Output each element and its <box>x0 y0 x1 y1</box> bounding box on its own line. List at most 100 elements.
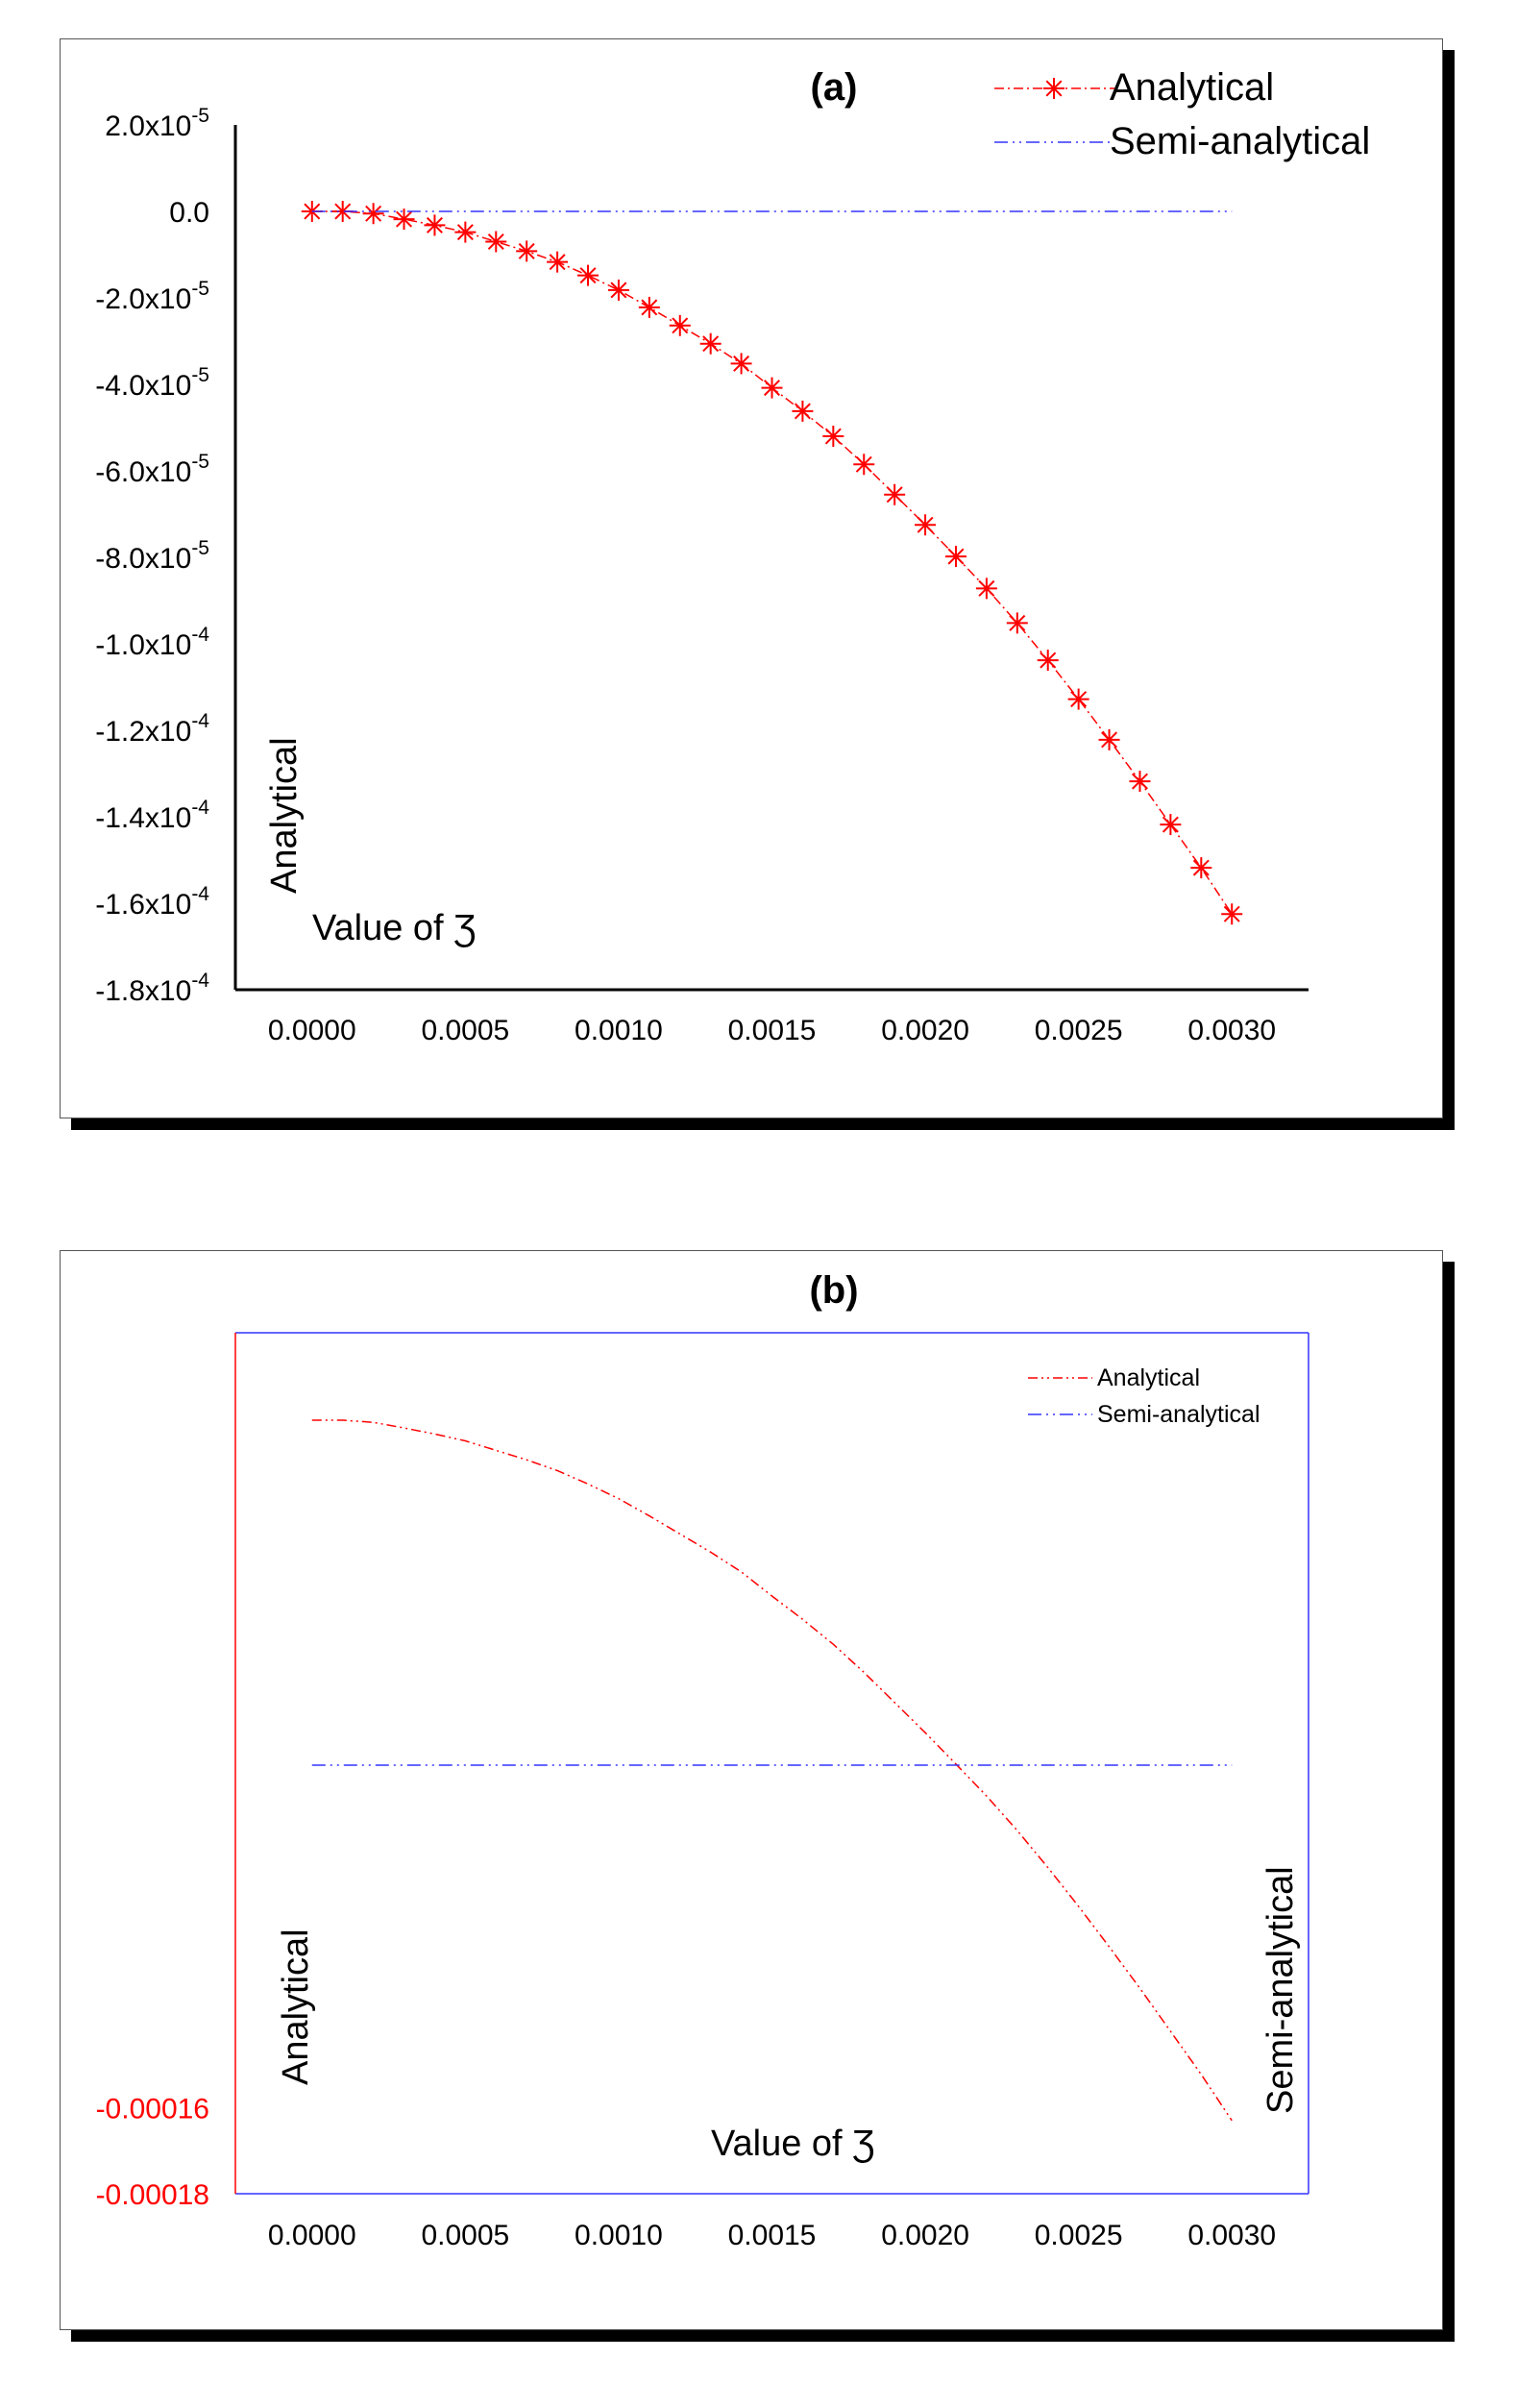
chart-a-legend-analytical-marker-stroke <box>1045 80 1063 97</box>
chart-a-analytical-point-stroke <box>1223 905 1240 922</box>
chart-a-analytical-point <box>975 577 997 600</box>
chart-a-analytical-point-stroke <box>334 203 352 220</box>
chart-a-analytical-point <box>516 240 538 262</box>
chart-a-analytical-point <box>577 264 599 286</box>
chart-a-analytical-point <box>1006 612 1028 634</box>
chart-b-panel-label: (b) <box>809 1269 858 1312</box>
chart-a-y-tick-label: -8.0x10-5 <box>95 537 209 575</box>
chart-a-x-tick-label: 0.0030 <box>1187 1015 1276 1046</box>
chart-a-y-tick-label: -6.0x10-5 <box>95 451 209 488</box>
chart-a-analytical-point <box>607 279 629 301</box>
chart-a-y-tick-label: 0.0 <box>169 197 209 229</box>
chart-a-analytical-point-stroke <box>1162 816 1179 833</box>
chart-a-x-tick-label: 0.0015 <box>728 1015 817 1046</box>
chart-b-y-right-axis-title: Semi-analytical <box>1260 1866 1301 2114</box>
chart-a-panel-label: (a) <box>811 66 858 109</box>
chart-a-analytical-point <box>730 353 752 375</box>
chart-a: 2.0x10-5 0.0 -2.0x10-5 -4.0x10-5 -6.0x10-5 -8… <box>95 66 1370 1046</box>
chart-a-analytical-point-stroke <box>733 355 750 372</box>
chart-a-analytical-point <box>1098 728 1120 750</box>
chart-a-analytical-point-stroke <box>1192 859 1210 876</box>
chart-a-legend-semi-analytical-label: Semi-analytical <box>1110 120 1370 162</box>
chart-a-x-tick-label: 0.0005 <box>421 1015 509 1046</box>
chart-a-analytical-point <box>424 214 446 236</box>
chart-a-x-tick-label: 0.0000 <box>268 1015 356 1046</box>
chart-a-analytical-point-stroke <box>610 282 627 299</box>
chart-a-y-tick-label: -2.0x10-5 <box>95 278 209 315</box>
chart-a-analytical-point-stroke <box>1009 614 1026 631</box>
panel-a <box>60 38 1443 1118</box>
chart-b-x-tick-label: 0.0010 <box>575 2220 663 2251</box>
chart-a-analytical-point <box>822 426 844 447</box>
chart-a-series-analytical-line <box>311 210 1233 915</box>
chart-a-y-tick-label: -1.4x10-4 <box>95 797 209 834</box>
chart-b-x-tick-label: 0.0025 <box>1035 2220 1123 2251</box>
chart-a-analytical-point-stroke <box>365 205 382 222</box>
chart-a-analytical-point <box>638 296 660 318</box>
chart-a-analytical-point <box>884 483 906 505</box>
chart-a-analytical-point <box>792 400 814 422</box>
chart-a-analytical-point-stroke <box>456 224 474 241</box>
chart-a-analytical-point-stroke <box>824 428 842 445</box>
chart-a-analytical-point-stroke <box>579 267 597 284</box>
chart-a-analytical-point-stroke <box>794 403 811 420</box>
chart-a-y-axis-title: Analytical <box>264 737 305 894</box>
chart-a-analytical-point <box>1221 903 1243 925</box>
chart-b-x-tick-label: 0.0015 <box>728 2220 817 2251</box>
chart-b-x-tick-label: 0.0020 <box>881 2220 969 2251</box>
chart-b-legend-semi-analytical-label: Semi-analytical <box>1097 1401 1260 1428</box>
chart-a-x-tick-label: 0.0020 <box>881 1015 969 1046</box>
chart-b-x-tick-label: 0.0000 <box>268 2220 356 2251</box>
chart-a-analytical-point-stroke <box>1070 691 1088 708</box>
chart-a-legend-analytical-marker <box>1043 78 1064 99</box>
chart-a-analytical-point-stroke <box>855 455 872 473</box>
chart-a-analytical-point <box>1037 650 1059 672</box>
chart-a-analytical-point <box>915 514 937 536</box>
chart-a-analytical-point-stroke <box>764 380 780 397</box>
chart-a-y-tick-label: -1.0x10-4 <box>95 624 209 661</box>
chart-a-x-axis-title: Value of Ʒ <box>312 908 476 948</box>
chart-a-analytical-point <box>547 251 569 273</box>
chart-a-analytical-point <box>454 221 477 243</box>
chart-a-analytical-point <box>1190 857 1212 879</box>
chart-a-analytical-point-stroke <box>641 299 658 316</box>
chart-b-x-axis-title: Value of Ʒ <box>711 2124 874 2164</box>
chart-b-x-tick-label: 0.0030 <box>1187 2220 1276 2251</box>
chart-a-analytical-point-stroke <box>549 254 566 271</box>
chart-a-analytical-point-stroke <box>978 579 995 597</box>
chart-a-analytical-point-stroke <box>487 233 504 250</box>
chart-a-x-tick-label: 0.0010 <box>575 1015 663 1046</box>
chart-a-analytical-point-stroke <box>1131 773 1148 790</box>
chart-a-analytical-point <box>761 377 783 399</box>
chart-a-analytical-point <box>362 203 384 225</box>
chart-a-analytical-point <box>1067 688 1089 710</box>
chart-a-analytical-point-stroke <box>702 335 720 353</box>
chart-a-y-tick-label: -4.0x10-5 <box>95 364 209 402</box>
chart-a-y-tick-label: -1.8x10-4 <box>95 970 209 1007</box>
chart-a-x-tick-label: 0.0025 <box>1035 1015 1123 1046</box>
chart-b-legend-analytical-label: Analytical <box>1097 1364 1200 1391</box>
chart-a-analytical-point <box>944 546 966 568</box>
chart-b-y-tick-label: -0.00016 <box>96 2093 209 2125</box>
chart-a-analytical-point-stroke <box>1101 731 1118 749</box>
chart-a-analytical-point-stroke <box>426 216 443 233</box>
chart-b-y-tick-label: -0.00018 <box>96 2179 209 2211</box>
chart-a-analytical-point-stroke <box>917 516 934 533</box>
chart-a-y-tick-label: -1.6x10-4 <box>95 883 209 921</box>
chart-a-analytical-point <box>1160 814 1182 836</box>
chart-a-analytical-point <box>1129 771 1151 793</box>
chart-a-analytical-point-stroke <box>947 548 965 565</box>
chart-a-analytical-point <box>699 332 722 355</box>
chart-a-legend-analytical-label: Analytical <box>1110 66 1274 109</box>
chart-b: -0.00016 -0.00018 0.0000 0.0005 0.0010 0.0015… <box>96 1269 1309 2251</box>
chart-a-analytical-point <box>669 314 691 336</box>
panel-b <box>60 1250 1443 2330</box>
chart-a-y-tick-label: 2.0x10-5 <box>105 105 209 142</box>
chart-b-series-analytical-line <box>311 1419 1233 2122</box>
chart-b-y-left-axis-title: Analytical <box>276 1929 316 2085</box>
chart-a-analytical-point <box>485 231 507 253</box>
chart-a-analytical-point <box>393 209 415 231</box>
chart-a-analytical-point-stroke <box>672 317 689 334</box>
chart-a-analytical-point-stroke <box>1040 651 1057 669</box>
